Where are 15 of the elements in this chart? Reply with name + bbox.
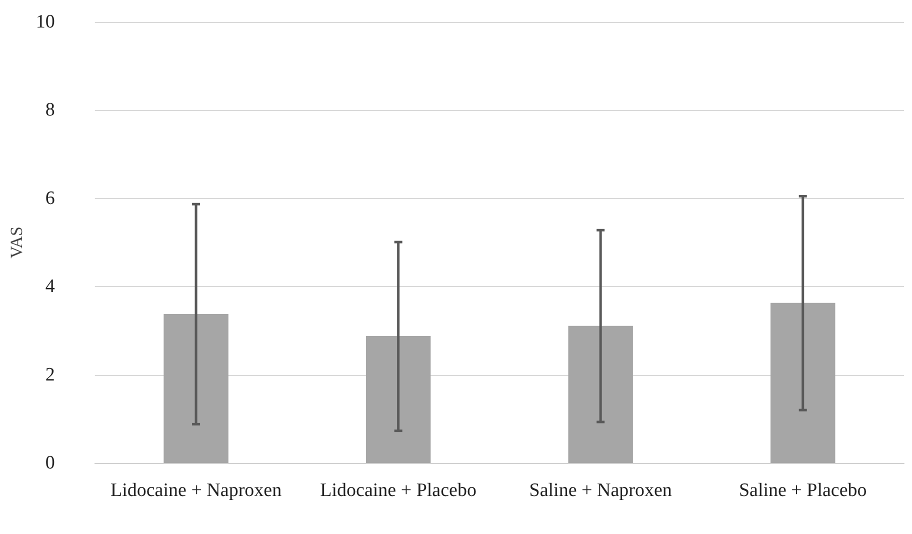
bar <box>366 336 431 463</box>
x-tick-label: Lidocaine + Naproxen <box>110 480 282 501</box>
y-axis-title: VAS <box>7 226 26 258</box>
y-tick-label: 8 <box>45 100 55 121</box>
x-tick-label: Saline + Naproxen <box>529 480 672 501</box>
bar <box>164 314 228 463</box>
x-tick-label: Saline + Placebo <box>738 480 867 501</box>
x-tick-label: Lidocaine + Placebo <box>320 480 476 501</box>
y-tick-label: 4 <box>45 276 56 298</box>
bar <box>770 302 836 463</box>
bar <box>568 326 633 463</box>
y-tick-label: 0 <box>45 452 55 474</box>
y-tick-label: 10 <box>36 12 55 32</box>
y-tick-label: 2 <box>45 364 55 386</box>
y-tick-label: 6 <box>45 188 55 209</box>
